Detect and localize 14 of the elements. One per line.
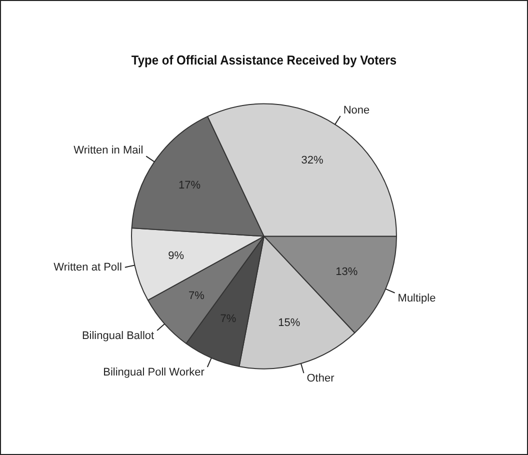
data-label: 13% (336, 266, 358, 278)
data-label: 17% (178, 180, 201, 192)
slice-label: Written at Poll (54, 261, 122, 274)
slice-label: Bilingual Ballot (82, 330, 154, 342)
data-label: 9% (168, 250, 184, 262)
slice-label: Multiple (398, 292, 436, 304)
data-label: 15% (278, 316, 300, 329)
slice-label: None (343, 104, 370, 117)
data-label: 32% (301, 154, 324, 166)
data-label: 7% (188, 290, 205, 302)
slice-label: Bilingual Poll Worker (103, 366, 205, 379)
chart-title: Type of Official Assistance Received by Voters (131, 52, 397, 68)
slice-label: Other (306, 372, 335, 385)
slice-label: Written in Mail (74, 144, 144, 157)
